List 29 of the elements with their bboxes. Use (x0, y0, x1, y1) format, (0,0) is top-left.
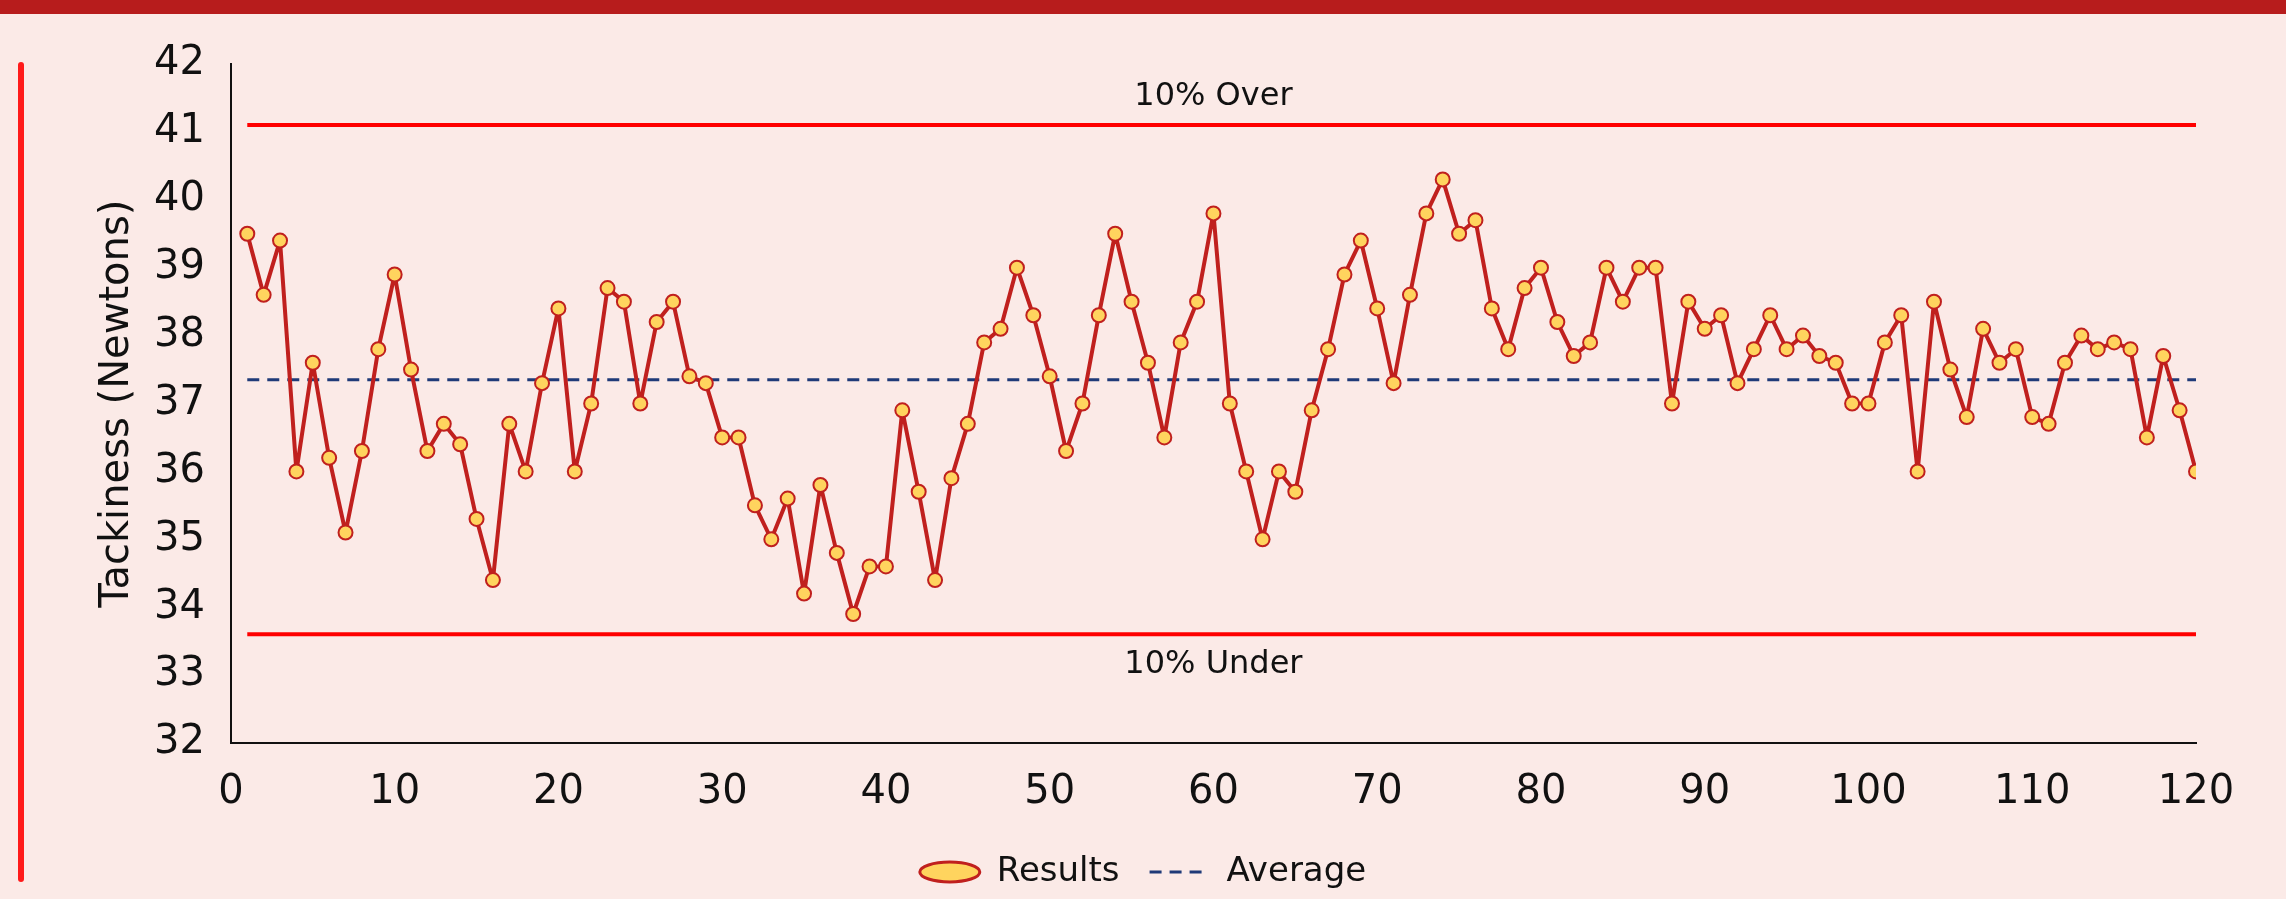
y-tick-label: 37 (153, 376, 205, 423)
y-axis-title: Tackiness (Newtons) (91, 199, 138, 609)
y-tick-label: 32 (153, 716, 205, 763)
x-tick-label: 60 (1188, 766, 1239, 813)
y-tick-label: 35 (153, 512, 205, 559)
y-tick-label: 41 (153, 105, 205, 152)
x-tick-label: 40 (860, 766, 912, 813)
x-tick-label: 70 (1351, 766, 1403, 813)
x-tick-label: 110 (1994, 766, 2071, 813)
y-tick-label: 33 (153, 648, 205, 695)
y-tick-label: 34 (153, 580, 205, 627)
ref-line-label: 10% Over (1134, 75, 1294, 114)
y-tick-label: 42 (153, 37, 205, 84)
ref-line-label: 10% Under (1124, 642, 1304, 681)
y-tick-label: 39 (153, 241, 205, 288)
x-tick-label: 100 (1830, 766, 1907, 813)
x-tick-label: 20 (532, 766, 584, 813)
x-tick-label: 120 (2157, 766, 2235, 813)
x-tick-label: 90 (1679, 766, 1731, 813)
x-tick-label: 80 (1515, 766, 1567, 813)
y-tick-label: 38 (153, 308, 205, 355)
x-tick-label: 50 (1024, 766, 1076, 813)
legend-label: Results (996, 848, 1120, 889)
x-tick-label: 0 (218, 766, 244, 813)
y-tick-label: 40 (153, 173, 205, 220)
y-tick-label: 36 (153, 444, 205, 491)
x-tick-label: 30 (696, 766, 748, 813)
x-tick-label: 10 (369, 766, 421, 813)
legend-label: Average (1226, 848, 1367, 889)
